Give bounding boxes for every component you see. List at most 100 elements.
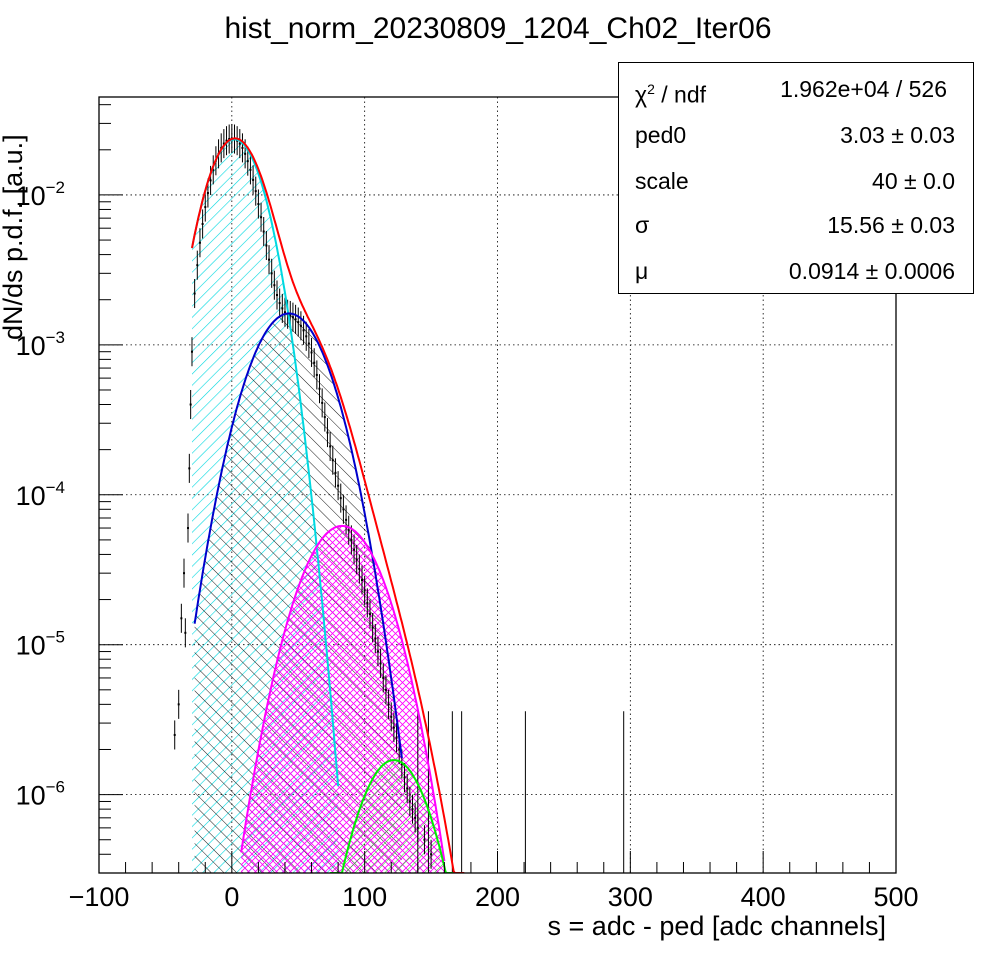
data-point [363,589,366,592]
data-point [334,471,337,474]
data-point [368,613,371,616]
data-points [173,123,625,873]
data-point [331,459,334,462]
data-point [225,139,228,142]
data-point [313,361,316,364]
data-point [183,572,186,575]
data-point [392,726,395,729]
component-fit-curve [193,312,403,759]
data-point [411,808,414,811]
data-point [305,335,308,338]
data-point [307,342,310,345]
data-point [384,688,387,691]
data-point [252,178,255,181]
data-point [244,152,247,155]
component-fit-curve [330,759,461,873]
data-point [299,324,302,327]
y-tick-label: 10−3 [16,328,65,361]
data-point [238,142,241,145]
data-point [196,264,199,267]
data-point [190,350,193,353]
x-tick-label: 0 [224,882,239,912]
data-point [376,650,379,653]
data-point [430,853,433,856]
data-point [345,518,348,521]
data-point [265,244,268,247]
data-point [326,431,329,434]
data-point [400,763,403,766]
data-point [423,838,426,841]
stats-key: χ2 / ndf [635,81,707,108]
data-point [323,416,326,419]
data-point [281,307,284,310]
stats-key: scale [635,168,689,194]
data-point [374,637,377,640]
stats-row-sigma: σ 15.56 ± 0.03 [635,205,955,245]
stats-value: 0.0914 ± 0.0006 [788,258,955,284]
stats-value: 3.03 ± 0.03 [840,122,955,148]
x-tick-label: 200 [475,882,520,912]
data-point [249,168,252,171]
data-point [318,387,321,390]
data-point [310,351,313,354]
data-point [273,284,276,287]
fit-stats-box: χ2 / ndf 1.962e+04 / 526 ped0 3.03 ± 0.0… [618,62,974,294]
data-point [262,230,265,233]
stats-key: ped0 [635,122,687,148]
data-point [408,800,411,803]
data-point [361,579,364,582]
component-fit-curve [240,524,446,862]
data-point [180,617,183,620]
data-point [270,272,273,275]
data-point [204,206,207,209]
x-tick-label: 100 [342,882,387,912]
data-point [294,318,297,321]
data-point [222,142,225,145]
y-tick-label: 10−2 [16,178,65,211]
fit-curves [191,137,465,873]
data-point [339,497,342,500]
stats-row-scale: scale 40 ± 0.0 [635,161,955,201]
stats-row-mu: μ 0.0914 ± 0.0006 [635,251,955,291]
x-axis-title: s = adc - ped [adc channels] [547,911,886,941]
data-point [350,538,353,541]
data-point [291,316,294,319]
data-point [177,703,180,706]
data-point [268,258,271,261]
y-tick-label: 10−6 [16,778,65,811]
total-fit-curve [191,137,465,873]
data-point [209,179,212,182]
data-point [302,329,305,332]
data-point [414,816,417,819]
x-tick-label: 500 [873,882,918,912]
data-point [193,292,196,295]
component-fills [192,139,461,873]
data-point [366,601,369,604]
data-point [353,548,356,551]
axis-ticks [98,104,897,874]
y-tick-label: 10−4 [16,478,65,511]
data-point [173,733,176,736]
data-point [398,748,401,751]
tick-labels: −100 0 100 200 300 400 500 10−6 10−5 10−4 10−3 10−2 [16,178,919,912]
data-point [212,168,215,171]
data-point [188,467,191,470]
data-point [406,787,409,790]
data-point [275,294,278,297]
data-point [347,529,350,532]
data-point [371,626,374,629]
data-point [297,321,300,324]
data-point [355,558,358,561]
stats-key: μ [635,258,649,284]
data-point [390,715,393,718]
stats-row-ped0: ped0 3.03 ± 0.03 [635,115,955,155]
stats-row-chi2: χ2 / ndf 1.962e+04 / 526 [635,69,955,109]
chart-title: hist_norm_20230809_1204_Ch02_Iter06 [224,12,772,45]
component-fill [330,760,461,873]
data-point [387,703,390,706]
data-point [278,302,281,305]
data-point [228,138,231,141]
stats-value: 15.56 ± 0.03 [827,212,955,238]
data-point [241,146,244,149]
